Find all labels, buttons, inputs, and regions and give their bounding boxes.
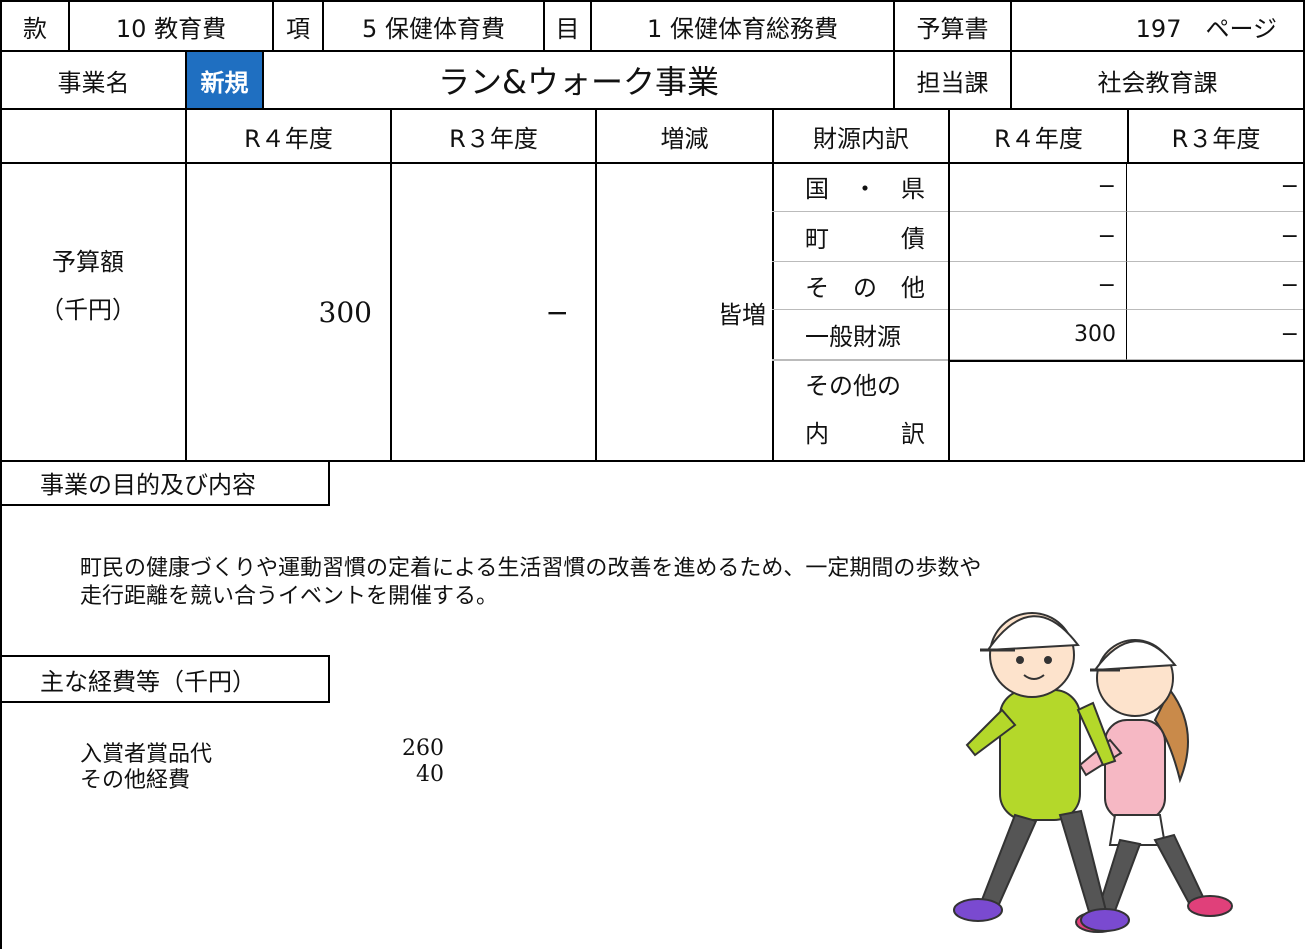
source-r4: − — [950, 262, 1127, 310]
dept-label: 担当課 — [893, 50, 1012, 110]
source-r4: − — [950, 212, 1127, 262]
divider — [772, 360, 948, 361]
col-header: R３年度 — [1127, 108, 1305, 164]
source-name: そ の 他 — [772, 262, 948, 310]
budget-book-label: 予算書 — [893, 0, 1012, 52]
divider — [948, 360, 1305, 362]
kou: 5 保健体育費 — [322, 0, 545, 52]
row-label: 予算額 — [52, 248, 124, 276]
col-header: R４年度 — [948, 108, 1129, 164]
change-cell: 皆増 — [595, 162, 774, 462]
r4-value: 300 — [318, 295, 372, 329]
source-name: 町 債 — [772, 212, 948, 262]
project-label: 事業名 — [0, 50, 187, 110]
source-name: 国 ・ 県 — [772, 162, 948, 212]
kan-label: 款 — [0, 0, 70, 52]
other-breakdown-label: 内 訳 — [805, 420, 925, 448]
col-header: 増減 — [595, 108, 774, 164]
purpose-heading: 事業の目的及び内容 — [0, 460, 330, 506]
left-border — [0, 460, 2, 949]
purpose-line: 走行距離を競い合うイベントを開催する。 — [80, 584, 499, 609]
new-badge: 新規 — [185, 50, 264, 110]
change-value: 皆増 — [718, 300, 766, 329]
kou-label: 項 — [272, 0, 324, 52]
dept: 社会教育課 — [1010, 50, 1305, 110]
expense-amount: 40 — [416, 762, 444, 787]
runners-illustration — [953, 612, 1233, 933]
budget-book-page: 197 ページ — [1010, 0, 1305, 52]
expense-name: 入賞者賞品代 — [80, 742, 213, 767]
kan: 10 教育費 — [68, 0, 274, 52]
expenses-heading: 主な経費等（千円） — [0, 655, 330, 703]
expense-amount: 260 — [402, 736, 444, 761]
expense-name: その他経費 — [80, 768, 191, 793]
project-name: ラン&ウォーク事業 — [262, 50, 895, 110]
source-r4: 300 — [950, 310, 1127, 360]
source-name: 一般財源 — [772, 310, 948, 360]
other-breakdown-label: その他の — [805, 372, 901, 400]
col-header: R４年度 — [185, 108, 392, 164]
col-header: 財源内訳 — [772, 108, 950, 164]
source-r3: − — [1127, 162, 1303, 212]
purpose-line: 町民の健康づくりや運動習慣の定着による生活習慣の改善を進めるため、一定期間の歩数… — [80, 556, 982, 581]
source-r4: − — [950, 162, 1127, 212]
moku: 1 保健体育総務費 — [590, 0, 895, 52]
blank-header — [0, 108, 187, 164]
r3-amount: − — [390, 162, 597, 462]
r3-value: − — [545, 295, 569, 329]
source-r3: − — [1127, 262, 1303, 310]
col-header: R３年度 — [390, 108, 597, 164]
source-r3: − — [1127, 310, 1303, 360]
source-r3: − — [1127, 212, 1303, 262]
r4-amount: 300 — [185, 162, 392, 462]
moku-label: 目 — [543, 0, 592, 52]
row-label: （千円） — [40, 296, 136, 324]
